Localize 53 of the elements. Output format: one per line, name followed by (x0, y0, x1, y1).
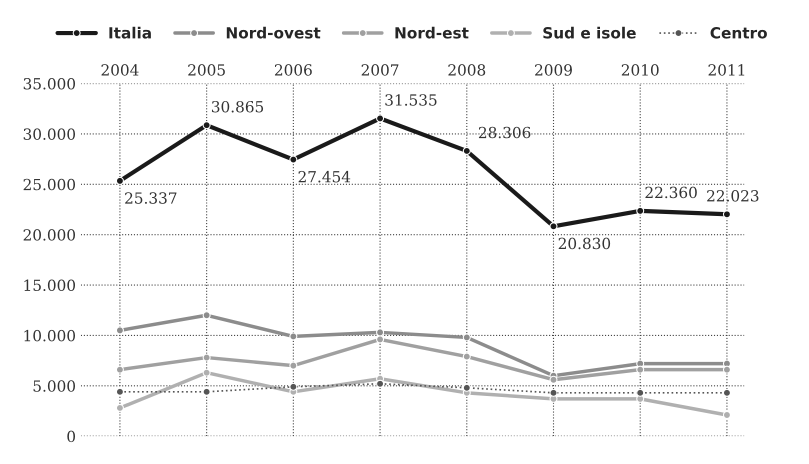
y-tick-label: 5.000 (34, 380, 76, 392)
data-label: 28.306 (478, 126, 530, 138)
point (550, 222, 558, 230)
point (462, 146, 471, 155)
x-tick-label: 2005 (188, 64, 225, 76)
legend-label: Italia (109, 26, 151, 39)
y-tick-label: 10.000 (24, 330, 76, 342)
point (202, 368, 211, 377)
legend-label: Nord-ovest (226, 26, 320, 39)
point (550, 376, 558, 384)
y-tick-label: 15.000 (24, 279, 76, 292)
point (289, 332, 298, 340)
point (202, 311, 211, 320)
x-tick-label: 2011 (708, 64, 744, 76)
point (462, 352, 471, 361)
point (636, 206, 644, 215)
data-label: 25.337 (125, 192, 176, 204)
legend-label: Centro (710, 27, 767, 39)
data-label: 22.023 (707, 190, 758, 202)
y-tick-label: 30.000 (24, 128, 76, 140)
point (202, 388, 211, 396)
data-label: 20.830 (558, 238, 610, 250)
point (636, 388, 644, 397)
point (376, 335, 384, 344)
point (202, 354, 211, 362)
data-label: 22.360 (645, 186, 697, 198)
x-tick-label: 2009 (535, 64, 572, 76)
y-tick-label: 25.000 (24, 178, 76, 190)
point (289, 362, 298, 370)
x-tick-label: 2006 (274, 64, 312, 76)
point (376, 328, 384, 336)
point (462, 333, 471, 342)
y-tick-label: 35.000 (24, 78, 76, 90)
point (722, 411, 731, 419)
y-tick-label: 20.000 (24, 229, 76, 241)
legend-label: Sud e isole (543, 26, 636, 39)
x-tick-label: 2004 (102, 64, 139, 76)
point (289, 382, 298, 391)
point (722, 210, 731, 218)
data-label: 31.535 (385, 94, 437, 106)
data-label: 30.865 (212, 100, 264, 112)
point (550, 388, 558, 397)
x-tick-label: 2010 (622, 64, 659, 76)
point (376, 114, 384, 122)
point (636, 366, 644, 374)
point (202, 121, 211, 130)
x-tick-label: 2007 (362, 64, 398, 76)
point (462, 384, 471, 392)
x-tick-label: 2008 (448, 64, 486, 76)
y-tick-label: 0 (67, 430, 76, 442)
data-label: 27.454 (298, 170, 350, 182)
point (722, 366, 731, 374)
legend-label: Nord-est (395, 26, 469, 39)
